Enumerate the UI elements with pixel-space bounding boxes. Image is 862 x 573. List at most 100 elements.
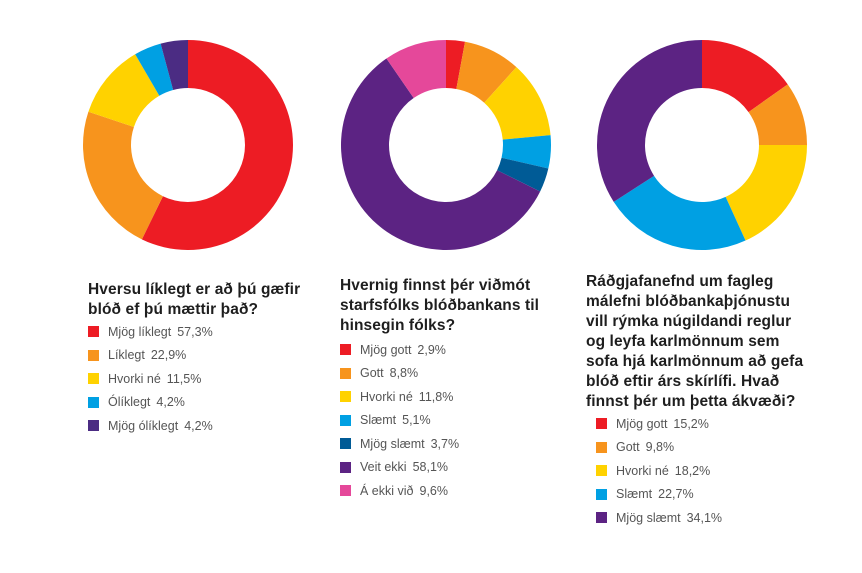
legend-item: Hvorki né 18,2% [596, 459, 722, 483]
legend-label: Mjög gott [360, 342, 412, 357]
legend-item: Hvorki né 11,5% [88, 367, 213, 391]
legend-label: Mjög gott [616, 416, 668, 431]
legend-label: Mjög slæmt [616, 510, 681, 525]
chart-title-line: málefni blóðbankaþjónustu [586, 293, 791, 310]
legend-value: 8,8% [389, 366, 419, 381]
legend-label: Mjög slæmt [360, 436, 425, 451]
legend-swatch [596, 512, 607, 524]
legend-item: Á ekki við 9,6% [340, 479, 459, 503]
legend-value: 4,2% [156, 395, 185, 410]
legend-label: Líklegt [108, 348, 145, 363]
chart-title-line: blóð ef þú mættir það? [88, 301, 259, 318]
legend-swatch [596, 441, 607, 453]
legend-value: 11,5% [166, 371, 202, 386]
legend-value: 4,2% [184, 418, 213, 433]
legend-item: Líklegt 22,9% [88, 344, 213, 368]
chart-title-line: og leyfa karlmönnum sem [586, 333, 780, 350]
slice-mjög-ólíklegt [160, 40, 188, 90]
chart-title-line: starfsfólks blóðbankans til [340, 297, 540, 314]
legend-item: Slæmt 5,1% [340, 409, 459, 433]
legend-value: 5,1% [402, 413, 431, 428]
slice-slæmt [501, 135, 551, 169]
legend-value: 22,7% [658, 487, 694, 502]
chart-panel-3: Ráðgjafanefnd um fagleg málefni blóðbanka… [586, 0, 852, 573]
chart-title-1: Hversu líklegt er að þú gæfir blóð ef þú … [88, 280, 328, 320]
legend-swatch [596, 488, 607, 500]
slice-mjög-gott [702, 40, 788, 113]
legend-item: Mjög slæmt 3,7% [340, 432, 459, 456]
legend-value: 15,2% [673, 416, 709, 431]
legend-swatch [88, 396, 99, 408]
legend-swatch [340, 367, 351, 379]
slice-gott [748, 84, 807, 145]
slice-slæmt [613, 175, 746, 250]
legend-item: Mjög ólíklegt 4,2% [88, 414, 213, 438]
legend-item: Slæmt 22,7% [596, 483, 722, 507]
chart-title-line: Ráðgjafanefnd um fagleg [586, 273, 774, 290]
donut-chart-3 [597, 40, 807, 250]
chart-title-2: Hvernig finnst þér viðmót starfsfólks bló… [340, 276, 580, 336]
legend-swatch [88, 349, 99, 361]
legend-swatch [340, 461, 351, 473]
slice-mjög-slæmt [497, 157, 549, 192]
legend-item: Mjög slæmt 34,1% [596, 506, 722, 530]
slice-líklegt [83, 111, 163, 240]
legend-swatch [340, 438, 351, 450]
slice-hvorki-né [88, 54, 160, 127]
legend-label: Slæmt [360, 413, 397, 428]
legend-item: Mjög gott 2,9% [340, 338, 459, 362]
legend-label: Mjög líklegt [108, 324, 172, 339]
legend-value: 2,9% [417, 342, 446, 357]
legend-swatch [88, 420, 99, 432]
legend-2: Mjög gott 2,9% Gott 8,8% Hvorki né 11,8% Slæmt… [340, 338, 459, 503]
legend-label: Gott [360, 366, 384, 381]
slice-mjög-slæmt [597, 40, 702, 202]
chart-title-line: sofa hjá karlmönnum að gefa [586, 353, 804, 370]
legend-swatch [88, 373, 99, 385]
chart-panel-1: Hversu líklegt er að þú gæfir blóð ef þú … [83, 0, 344, 573]
legend-label: Ólíklegt [108, 395, 151, 410]
slice-hvorki-né [725, 145, 807, 241]
legend-value: 57,3% [177, 324, 213, 339]
legend-value: 34,1% [686, 510, 723, 525]
legend-label: Mjög ólíklegt [108, 418, 179, 433]
legend-swatch [340, 344, 351, 356]
legend-value: 3,7% [430, 436, 460, 451]
legend-label: Á ekki við [360, 483, 414, 498]
legend-label: Slæmt [616, 487, 653, 502]
legend-1: Mjög líklegt 57,3% Líklegt 22,9% Hvorki né 11… [88, 320, 213, 438]
legend-label: Hvorki né [616, 463, 669, 478]
legend-value: 58,1% [412, 460, 449, 475]
legend-item: Ólíklegt 4,2% [88, 391, 213, 415]
chart-title-line: blóð eftir árs skírlífi. Hvað [586, 373, 780, 390]
legend-item: Gott 9,8% [596, 436, 722, 460]
slice-mjög-líklegt [141, 40, 294, 250]
legend-value: 22,9% [150, 348, 187, 363]
legend-swatch [88, 326, 99, 338]
legend-item: Hvorki né 11,8% [340, 385, 459, 409]
legend-swatch [340, 485, 351, 497]
legend-value: 9,6% [419, 483, 449, 498]
legend-value: 18,2% [674, 463, 711, 478]
legend-3: Mjög gott 15,2% Gott 9,8% Hvorki né 18,2% Slæm… [596, 412, 722, 530]
legend-swatch [340, 414, 351, 426]
legend-swatch [340, 391, 351, 403]
legend-item: Mjög líklegt 57,3% [88, 320, 213, 344]
legend-label: Hvorki né [108, 371, 161, 386]
legend-label: Gott [616, 440, 640, 455]
legend-item: Mjög gott 15,2% [596, 412, 722, 436]
donut-chart-2 [341, 40, 551, 250]
legend-value: 11,8% [418, 389, 454, 404]
slice-veit-ekki [341, 58, 541, 250]
chart-title-line: finnst þér um þetta ákvæði? [586, 393, 796, 410]
legend-swatch [596, 418, 607, 430]
chart-title-line: Hversu líklegt er að þú gæfir [88, 281, 301, 298]
chart-title-line: vill rýmka núgildandi reglur [586, 313, 792, 330]
donut-chart-1 [83, 40, 294, 250]
chart-panel-2: Hvernig finnst þér viðmót starfsfólks bló… [336, 0, 596, 573]
slice-mjög-gott [446, 40, 466, 89]
legend-value: 9,8% [645, 440, 675, 455]
chart-title-line: Hvernig finnst þér viðmót [340, 277, 531, 294]
slice-gott [456, 41, 517, 103]
chart-title-3: Ráðgjafanefnd um fagleg málefni blóðbanka… [586, 272, 836, 412]
